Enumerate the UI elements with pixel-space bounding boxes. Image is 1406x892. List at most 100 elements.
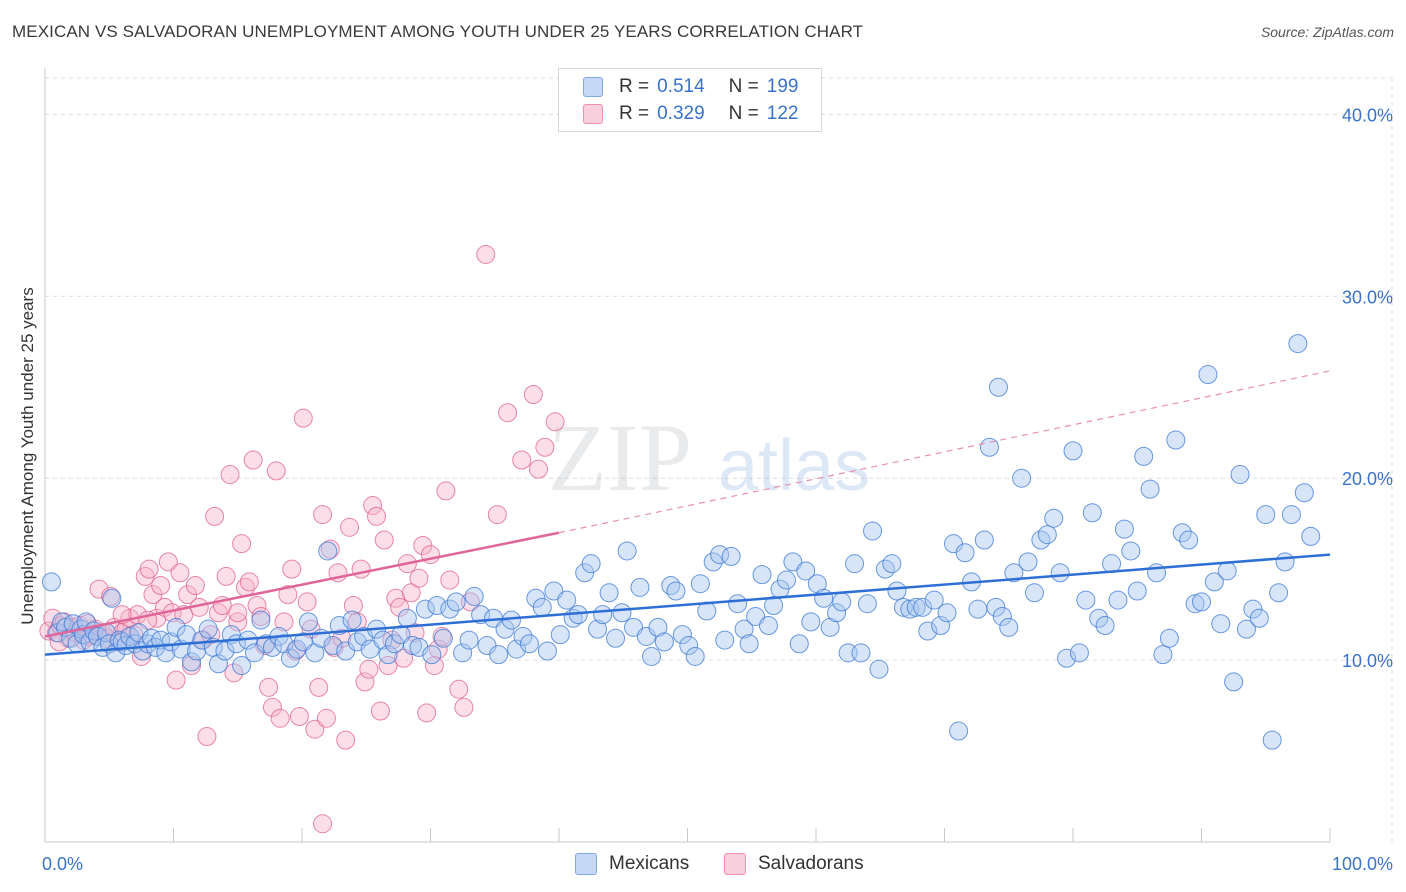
legend-n-value: 122 bbox=[766, 103, 799, 124]
x-tick-label-min: 0.0% bbox=[42, 854, 83, 874]
mexicans-point bbox=[869, 659, 889, 679]
axes bbox=[44, 68, 1331, 843]
y-tick-label: 30.0% bbox=[1342, 287, 1393, 307]
salvadorans-point bbox=[417, 703, 437, 723]
salvadorans-point bbox=[359, 659, 379, 679]
mexicans-point bbox=[446, 592, 466, 612]
mexicans-point bbox=[1217, 561, 1237, 581]
salvadorans-point bbox=[367, 506, 387, 526]
mexicans-point bbox=[1249, 608, 1269, 628]
legend-swatch-mexicans bbox=[583, 77, 603, 97]
mexicans-point bbox=[453, 643, 473, 663]
mexicans-point bbox=[415, 599, 435, 619]
mexicans-point bbox=[1134, 446, 1154, 466]
salvadorans-point bbox=[201, 625, 221, 645]
mexicans-point bbox=[1198, 365, 1218, 385]
salvadorans-point bbox=[409, 568, 429, 588]
mexicans-point bbox=[703, 552, 723, 572]
legend-box: R = 0.514 N = 199 R = 0.329 N = 122 bbox=[558, 68, 822, 132]
salvadorans-point bbox=[545, 412, 565, 432]
mexicans-point bbox=[459, 630, 479, 650]
mexicans-point bbox=[1037, 525, 1057, 545]
mexicans-point bbox=[298, 612, 318, 632]
mexicans-point bbox=[532, 597, 552, 617]
mexicans-point bbox=[796, 561, 816, 581]
mexicans-point bbox=[360, 639, 380, 659]
salvadorans-point bbox=[386, 588, 406, 608]
salvadorans-point bbox=[440, 570, 460, 590]
salvadorans-point bbox=[158, 552, 178, 572]
mexicans-point bbox=[557, 590, 577, 610]
salvadorans-point bbox=[460, 592, 480, 612]
mexicans-point bbox=[1140, 479, 1160, 499]
legend-n-label: N = bbox=[728, 103, 759, 124]
mexicans-point bbox=[102, 588, 122, 608]
mexicans-point bbox=[1211, 614, 1231, 634]
mexicans-point bbox=[832, 592, 852, 612]
legend-r-label: R = bbox=[619, 76, 650, 97]
mexicans-point bbox=[999, 617, 1019, 637]
mexicans-point bbox=[464, 586, 484, 606]
salvadorans-point bbox=[378, 656, 398, 676]
mexicans-point bbox=[198, 619, 218, 639]
mexicans-point bbox=[1230, 465, 1250, 485]
mexicans-point bbox=[918, 621, 938, 641]
bottom-legend-mexicans: Mexicans bbox=[575, 851, 689, 877]
mexicans-point bbox=[642, 646, 662, 666]
mexicans-point bbox=[764, 596, 784, 616]
salvadorans-point bbox=[297, 592, 317, 612]
mexicans-point bbox=[192, 630, 212, 650]
salvadorans-point bbox=[166, 670, 186, 690]
mexicans-point bbox=[937, 603, 957, 623]
mexicans-point bbox=[988, 377, 1008, 397]
mexicans-point bbox=[93, 637, 113, 657]
mexicans-point bbox=[1166, 430, 1186, 450]
mexicans-point bbox=[807, 574, 827, 594]
mexicans-point bbox=[875, 559, 895, 579]
salvadorans-point bbox=[309, 677, 329, 697]
salvadorans-point bbox=[305, 719, 325, 739]
mexicans-point bbox=[715, 630, 735, 650]
mexicans-point bbox=[588, 619, 608, 639]
salvadorans-point bbox=[523, 385, 543, 405]
mexicans-point bbox=[679, 636, 699, 656]
mexicans-point bbox=[1236, 619, 1256, 639]
trend-lines bbox=[44, 370, 1331, 656]
mexicans-point bbox=[181, 652, 201, 672]
mexicans-point bbox=[305, 643, 325, 663]
mexicans-point bbox=[690, 574, 710, 594]
salvadorans-point bbox=[243, 450, 263, 470]
legend-r-value: 0.329 bbox=[657, 103, 705, 124]
mexicans-point bbox=[1044, 508, 1064, 528]
y-axis-label: Unemployment Among Youth under 25 years bbox=[18, 287, 37, 625]
mexicans-point bbox=[422, 645, 442, 665]
salvadorans-point bbox=[336, 730, 356, 750]
legend-r-label: R = bbox=[619, 103, 650, 124]
mexicans-point bbox=[251, 610, 271, 630]
mexicans-point bbox=[624, 617, 644, 637]
salvadorans-point bbox=[224, 663, 244, 683]
mexicans-point bbox=[1301, 526, 1321, 546]
mexicans-point bbox=[323, 636, 343, 656]
salvadorans-point bbox=[278, 585, 298, 605]
mexicans-point bbox=[1224, 672, 1244, 692]
mexicans-point bbox=[968, 599, 988, 619]
mexicans-point bbox=[550, 625, 570, 645]
mexicans-point bbox=[166, 617, 186, 637]
mexicans-point bbox=[1275, 552, 1295, 572]
salvadorans-point bbox=[449, 679, 469, 699]
mexicans-point bbox=[232, 656, 252, 676]
salvadorans-point bbox=[197, 726, 217, 746]
mexicans-point bbox=[924, 590, 944, 610]
mexicans-point bbox=[501, 610, 521, 630]
y-tick-label: 10.0% bbox=[1342, 651, 1393, 671]
salvadorans-point bbox=[282, 559, 302, 579]
mexicans-point bbox=[544, 581, 564, 601]
mexicans-point bbox=[1179, 530, 1199, 550]
salvadorans-point bbox=[424, 656, 444, 676]
mexicans-point bbox=[979, 437, 999, 457]
mexicans-point bbox=[1004, 563, 1024, 583]
legend-n-label: N = bbox=[728, 76, 759, 97]
salvadorans-point bbox=[363, 495, 383, 515]
salvadorans-point bbox=[428, 639, 448, 659]
